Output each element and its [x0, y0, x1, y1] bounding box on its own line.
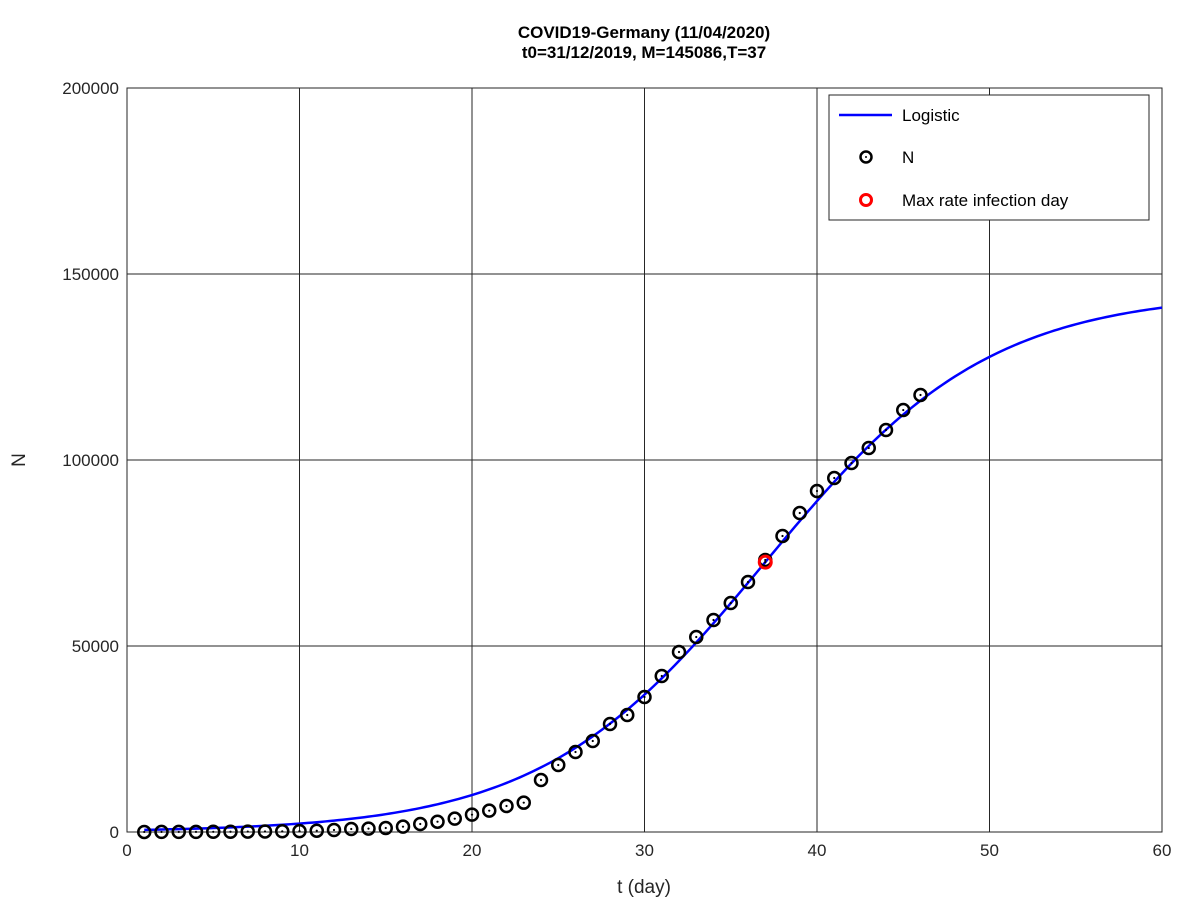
data-point-n	[188, 824, 204, 840]
legend-n-marker-dot	[865, 156, 867, 158]
y-tick-label: 150000	[62, 265, 119, 284]
y-tick-label: 100000	[62, 451, 119, 470]
data-point-n	[154, 824, 169, 840]
data-point-n	[413, 816, 428, 832]
data-point-n	[344, 821, 359, 837]
data-point-n	[223, 824, 238, 840]
data-point-n	[585, 733, 600, 749]
data-point-n	[171, 824, 186, 840]
x-ticks: 0 10 20 30 40 50 60	[122, 841, 1171, 860]
data-point-n	[137, 824, 152, 840]
data-point-n	[878, 422, 894, 438]
data-point-n	[447, 811, 462, 826]
data-point-n	[654, 668, 669, 684]
x-tick-label: 60	[1153, 841, 1172, 860]
data-point-n	[464, 807, 480, 822]
data-point-n	[620, 707, 635, 723]
y-axis-label: N	[9, 453, 30, 467]
data-point-n	[378, 820, 393, 836]
data-point-n	[533, 772, 549, 788]
data-point-n	[499, 798, 514, 814]
y-tick-label: 50000	[72, 637, 119, 656]
data-point-n	[240, 824, 255, 839]
data-point-n	[275, 824, 290, 839]
y-tick-label: 200000	[62, 79, 119, 98]
data-point-n	[637, 689, 652, 705]
data-point-n	[551, 757, 566, 773]
data-point-n	[809, 483, 825, 499]
legend-max-rate-label: Max rate infection day	[902, 191, 1069, 210]
data-point-n	[723, 595, 738, 611]
data-point-n	[913, 387, 928, 403]
data-points	[137, 387, 928, 840]
legend-n-marker	[859, 150, 873, 164]
data-point-n	[516, 795, 531, 810]
data-point-n	[706, 612, 721, 628]
data-point-n	[326, 822, 342, 838]
data-point-n	[361, 821, 376, 836]
data-point-n	[482, 803, 497, 818]
x-tick-label: 20	[463, 841, 482, 860]
data-point-n	[292, 823, 307, 839]
max-rate-point	[757, 554, 773, 570]
data-point-n	[257, 824, 273, 839]
data-point-n	[309, 823, 324, 838]
x-tick-label: 0	[122, 841, 131, 860]
data-point-n	[671, 644, 687, 660]
data-point-n	[689, 629, 704, 645]
x-tick-label: 50	[980, 841, 999, 860]
data-point-n	[568, 744, 583, 760]
data-point-n	[861, 440, 876, 456]
legend: Logistic N Max rate infection day	[828, 94, 1150, 221]
data-point-n	[602, 716, 618, 732]
plot-area-frame	[126, 87, 1163, 833]
data-point-n	[844, 455, 859, 471]
legend-n-label: N	[902, 148, 914, 167]
data-point-n	[896, 402, 911, 418]
chart-title: COVID19-Germany (11/04/2020)	[518, 23, 770, 42]
data-point-n	[430, 814, 445, 829]
x-tick-label: 40	[808, 841, 827, 860]
chart-subtitle: t0=31/12/2019, M=145086,T=37	[522, 43, 766, 62]
legend-max-rate-marker	[859, 193, 873, 207]
data-point-n	[827, 470, 842, 486]
y-ticks: 0 50000 100000 150000 200000	[62, 79, 119, 842]
logistic-curve	[144, 306, 1163, 832]
data-point-n	[395, 819, 411, 834]
data-point-n	[775, 528, 790, 544]
legend-logistic-label: Logistic	[902, 106, 960, 125]
data-point-n	[792, 505, 807, 521]
x-axis-label: t (day)	[617, 877, 671, 898]
y-tick-label: 0	[110, 823, 119, 842]
x-tick-label: 30	[635, 841, 654, 860]
data-point-n	[206, 824, 221, 840]
data-point-n	[740, 574, 756, 590]
x-tick-label: 10	[290, 841, 309, 860]
